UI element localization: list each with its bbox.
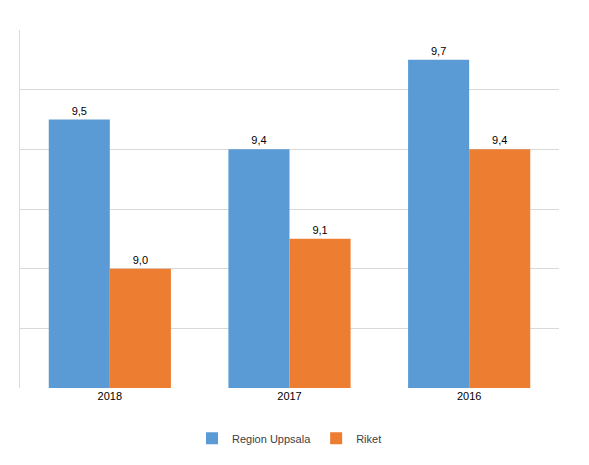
svg-text:9,1: 9,1 bbox=[312, 224, 327, 236]
svg-text:9,4: 9,4 bbox=[251, 134, 266, 146]
svg-text:9,4: 9,4 bbox=[492, 134, 507, 146]
svg-text:Region Uppsala: Region Uppsala bbox=[232, 433, 311, 445]
svg-text:2016: 2016 bbox=[457, 390, 481, 402]
svg-text:Riket: Riket bbox=[356, 433, 381, 445]
svg-text:9,7: 9,7 bbox=[431, 45, 446, 57]
svg-text:9,5: 9,5 bbox=[72, 105, 87, 117]
svg-text:2018: 2018 bbox=[98, 390, 122, 402]
svg-text:2017: 2017 bbox=[277, 390, 301, 402]
svg-text:9,0: 9,0 bbox=[133, 254, 148, 266]
